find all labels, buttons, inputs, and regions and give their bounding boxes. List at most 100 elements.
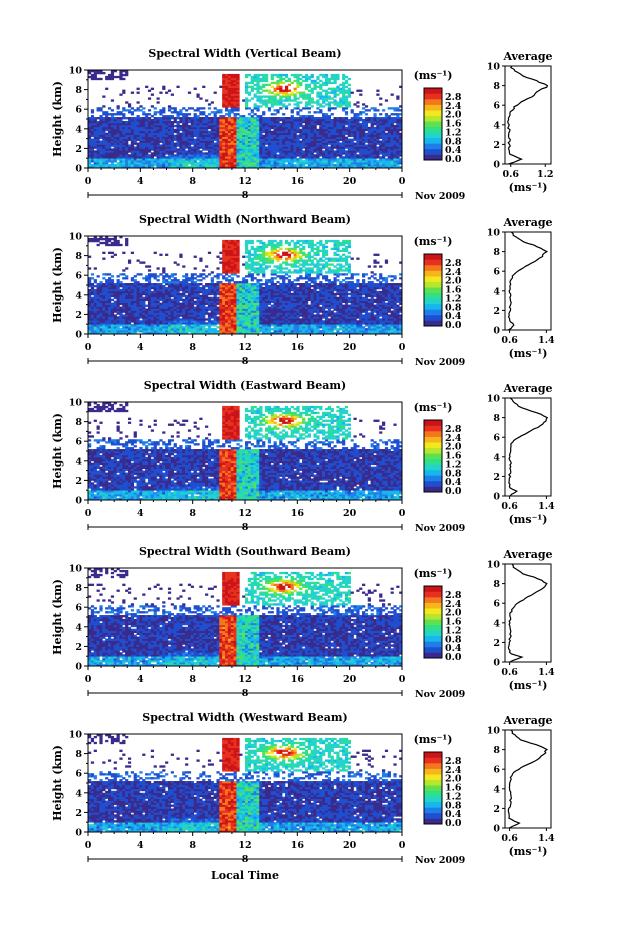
heatmap-cell [88, 136, 92, 139]
profile-title: Average [502, 50, 552, 63]
heatmap-cell [170, 93, 174, 96]
heatmap-cell [322, 75, 326, 79]
heatmap-cell [162, 128, 166, 132]
heatmap-cell [282, 120, 286, 124]
heatmap-cell [99, 119, 103, 122]
heatmap-cell [193, 152, 197, 155]
heatmap-cell [196, 107, 200, 110]
heatmap-cell [139, 117, 143, 120]
heatmap-cell [299, 164, 303, 167]
heatmap-cell [187, 154, 192, 157]
heatmap-cell [88, 117, 92, 120]
heatmap-cell [199, 156, 203, 159]
heatmap-cell [330, 122, 334, 126]
heatmap-cell [190, 122, 194, 126]
heatmap-cell [284, 154, 289, 157]
heatmap-cell [284, 79, 289, 83]
heatmap-cell [219, 144, 223, 147]
heatmap-cell [90, 283, 95, 286]
heatmap-cell [324, 138, 329, 141]
heatmap-cell [253, 134, 257, 137]
heatmap-cell [267, 119, 272, 122]
heatmap-cell [230, 150, 234, 153]
heatmap-cell [276, 136, 280, 139]
heatmap-cell [130, 119, 135, 122]
heatmap-cell [145, 128, 149, 132]
heatmap-cell [242, 119, 246, 122]
heatmap-cell [236, 150, 240, 153]
heatmap-cell [219, 130, 223, 134]
heatmap-cell [147, 273, 152, 276]
heatmap-cell [167, 156, 172, 159]
heatmap-cell [233, 122, 237, 126]
heatmap-cell [264, 130, 269, 134]
heatmap-cell [202, 132, 206, 136]
heatmap-cell [307, 134, 311, 137]
heatmap-cell [287, 134, 292, 137]
heatmap-cell [247, 113, 252, 116]
heatmap-cell [273, 120, 277, 124]
heatmap-cell [133, 154, 137, 157]
heatmap-cell [102, 111, 106, 114]
heatmap-cell [156, 279, 160, 282]
heatmap-cell [139, 119, 143, 122]
heatmap-cell [270, 126, 274, 130]
heatmap-cell [287, 142, 292, 145]
heatmap-cell [110, 124, 115, 128]
heatmap-cell [279, 154, 283, 157]
heatmap-cell [107, 126, 112, 130]
heatmap-cell [196, 115, 200, 118]
heatmap-cell [253, 160, 257, 163]
heatmap-cell [136, 91, 140, 94]
heatmap-cell [316, 158, 320, 161]
heatmap-cell [176, 117, 180, 120]
heatmap-cell [225, 99, 229, 102]
heatmap-cell [247, 130, 252, 134]
heatmap-cell [127, 122, 132, 126]
y-tick-label: 8 [75, 85, 82, 96]
heatmap-cell [125, 70, 129, 73]
colorbar-swatch [424, 88, 442, 94]
heatmap-cell [245, 85, 249, 88]
heatmap-cell [145, 142, 149, 145]
heatmap-cell [185, 109, 189, 112]
heatmap-cell [207, 138, 212, 141]
heatmap-cell [127, 109, 132, 112]
heatmap-cell [230, 122, 234, 126]
heatmap-cell [222, 126, 226, 130]
heatmap-cell [110, 136, 115, 139]
heatmap-cell [256, 95, 260, 98]
heatmap-cell [379, 113, 383, 116]
heatmap-cell [227, 142, 232, 145]
heatmap-cell [210, 152, 214, 155]
heatmap-cell [93, 146, 97, 149]
heatmap-cell [127, 164, 132, 167]
heatmap-cell [190, 132, 194, 136]
heatmap-cell [299, 124, 303, 128]
heatmap-cell [259, 158, 263, 161]
heatmap-cell [99, 124, 103, 128]
heatmap-cell [230, 140, 234, 143]
heatmap-cell [324, 148, 329, 151]
heatmap-cell [193, 267, 197, 270]
heatmap-cell [259, 166, 263, 169]
heatmap-cell [159, 126, 163, 130]
heatmap-cell [299, 77, 303, 81]
heatmap-cell [167, 154, 172, 157]
heatmap-cell [153, 117, 157, 120]
heatmap-cell [279, 138, 283, 141]
heatmap-cell [196, 136, 200, 139]
heatmap-cell [142, 160, 146, 163]
heatmap-cell [233, 144, 237, 147]
heatmap-cell [219, 109, 223, 112]
heatmap-cell [216, 130, 220, 134]
heatmap-cell [302, 120, 306, 124]
heatmap-cell [202, 152, 206, 155]
heatmap-cell [156, 267, 160, 270]
heatmap-cell [190, 154, 194, 157]
heatmap-cell [307, 117, 311, 120]
heatmap-cell [167, 140, 172, 143]
heatmap-cell [119, 93, 123, 96]
heatmap-cell [96, 144, 100, 147]
heatmap-cell [127, 120, 132, 124]
